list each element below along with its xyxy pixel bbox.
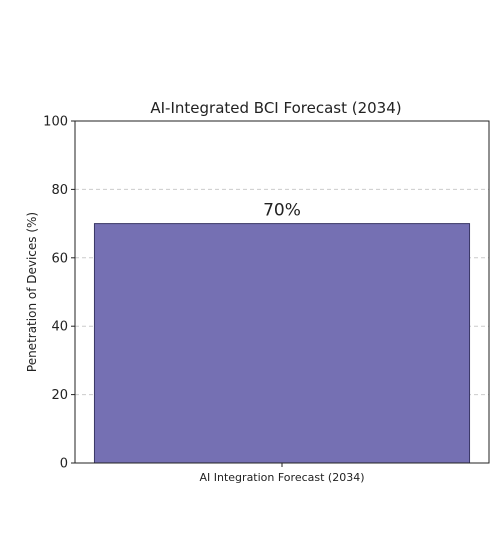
bars: 70%: [93, 201, 471, 464]
y-tick-label: 80: [51, 183, 68, 198]
y-ticks: 0 20 40 60 80 100: [43, 115, 75, 472]
y-tick-label: 20: [51, 388, 68, 403]
y-tick-label: 0: [60, 457, 68, 472]
x-tick-label: AI Integration Forecast (2034): [200, 471, 365, 484]
bar-value-label: 70%: [263, 201, 301, 221]
y-tick-label: 40: [51, 320, 68, 335]
y-tick-label: 60: [51, 251, 68, 266]
bar: [93, 223, 471, 464]
y-tick-label: 100: [43, 115, 68, 130]
x-ticks: AI Integration Forecast (2034): [200, 463, 365, 484]
chart-title: AI-Integrated BCI Forecast (2034): [150, 99, 401, 117]
y-axis-label: Penetration of Devices (%): [25, 212, 39, 372]
